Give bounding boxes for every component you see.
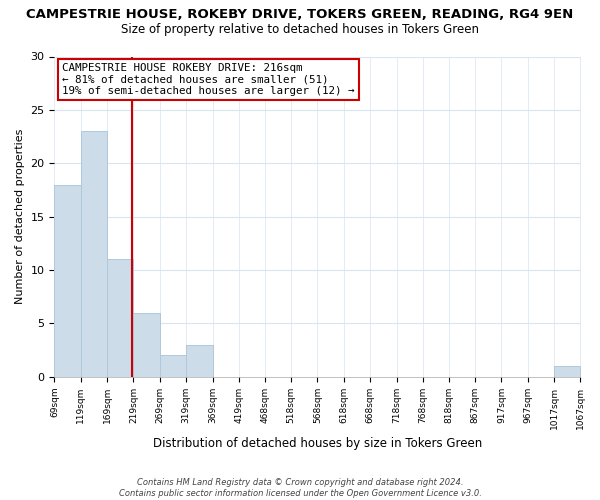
Text: Contains HM Land Registry data © Crown copyright and database right 2024.
Contai: Contains HM Land Registry data © Crown c… xyxy=(119,478,481,498)
Text: CAMPESTRIE HOUSE ROKEBY DRIVE: 216sqm
← 81% of detached houses are smaller (51)
: CAMPESTRIE HOUSE ROKEBY DRIVE: 216sqm ← … xyxy=(62,63,355,96)
X-axis label: Distribution of detached houses by size in Tokers Green: Distribution of detached houses by size … xyxy=(153,437,482,450)
Bar xyxy=(133,313,160,377)
Y-axis label: Number of detached properties: Number of detached properties xyxy=(15,129,25,304)
Bar xyxy=(81,131,107,377)
Bar xyxy=(160,356,186,377)
Bar xyxy=(554,366,580,377)
Bar xyxy=(107,260,133,377)
Bar xyxy=(55,184,81,377)
Text: Size of property relative to detached houses in Tokers Green: Size of property relative to detached ho… xyxy=(121,22,479,36)
Bar xyxy=(186,345,212,377)
Text: CAMPESTRIE HOUSE, ROKEBY DRIVE, TOKERS GREEN, READING, RG4 9EN: CAMPESTRIE HOUSE, ROKEBY DRIVE, TOKERS G… xyxy=(26,8,574,20)
